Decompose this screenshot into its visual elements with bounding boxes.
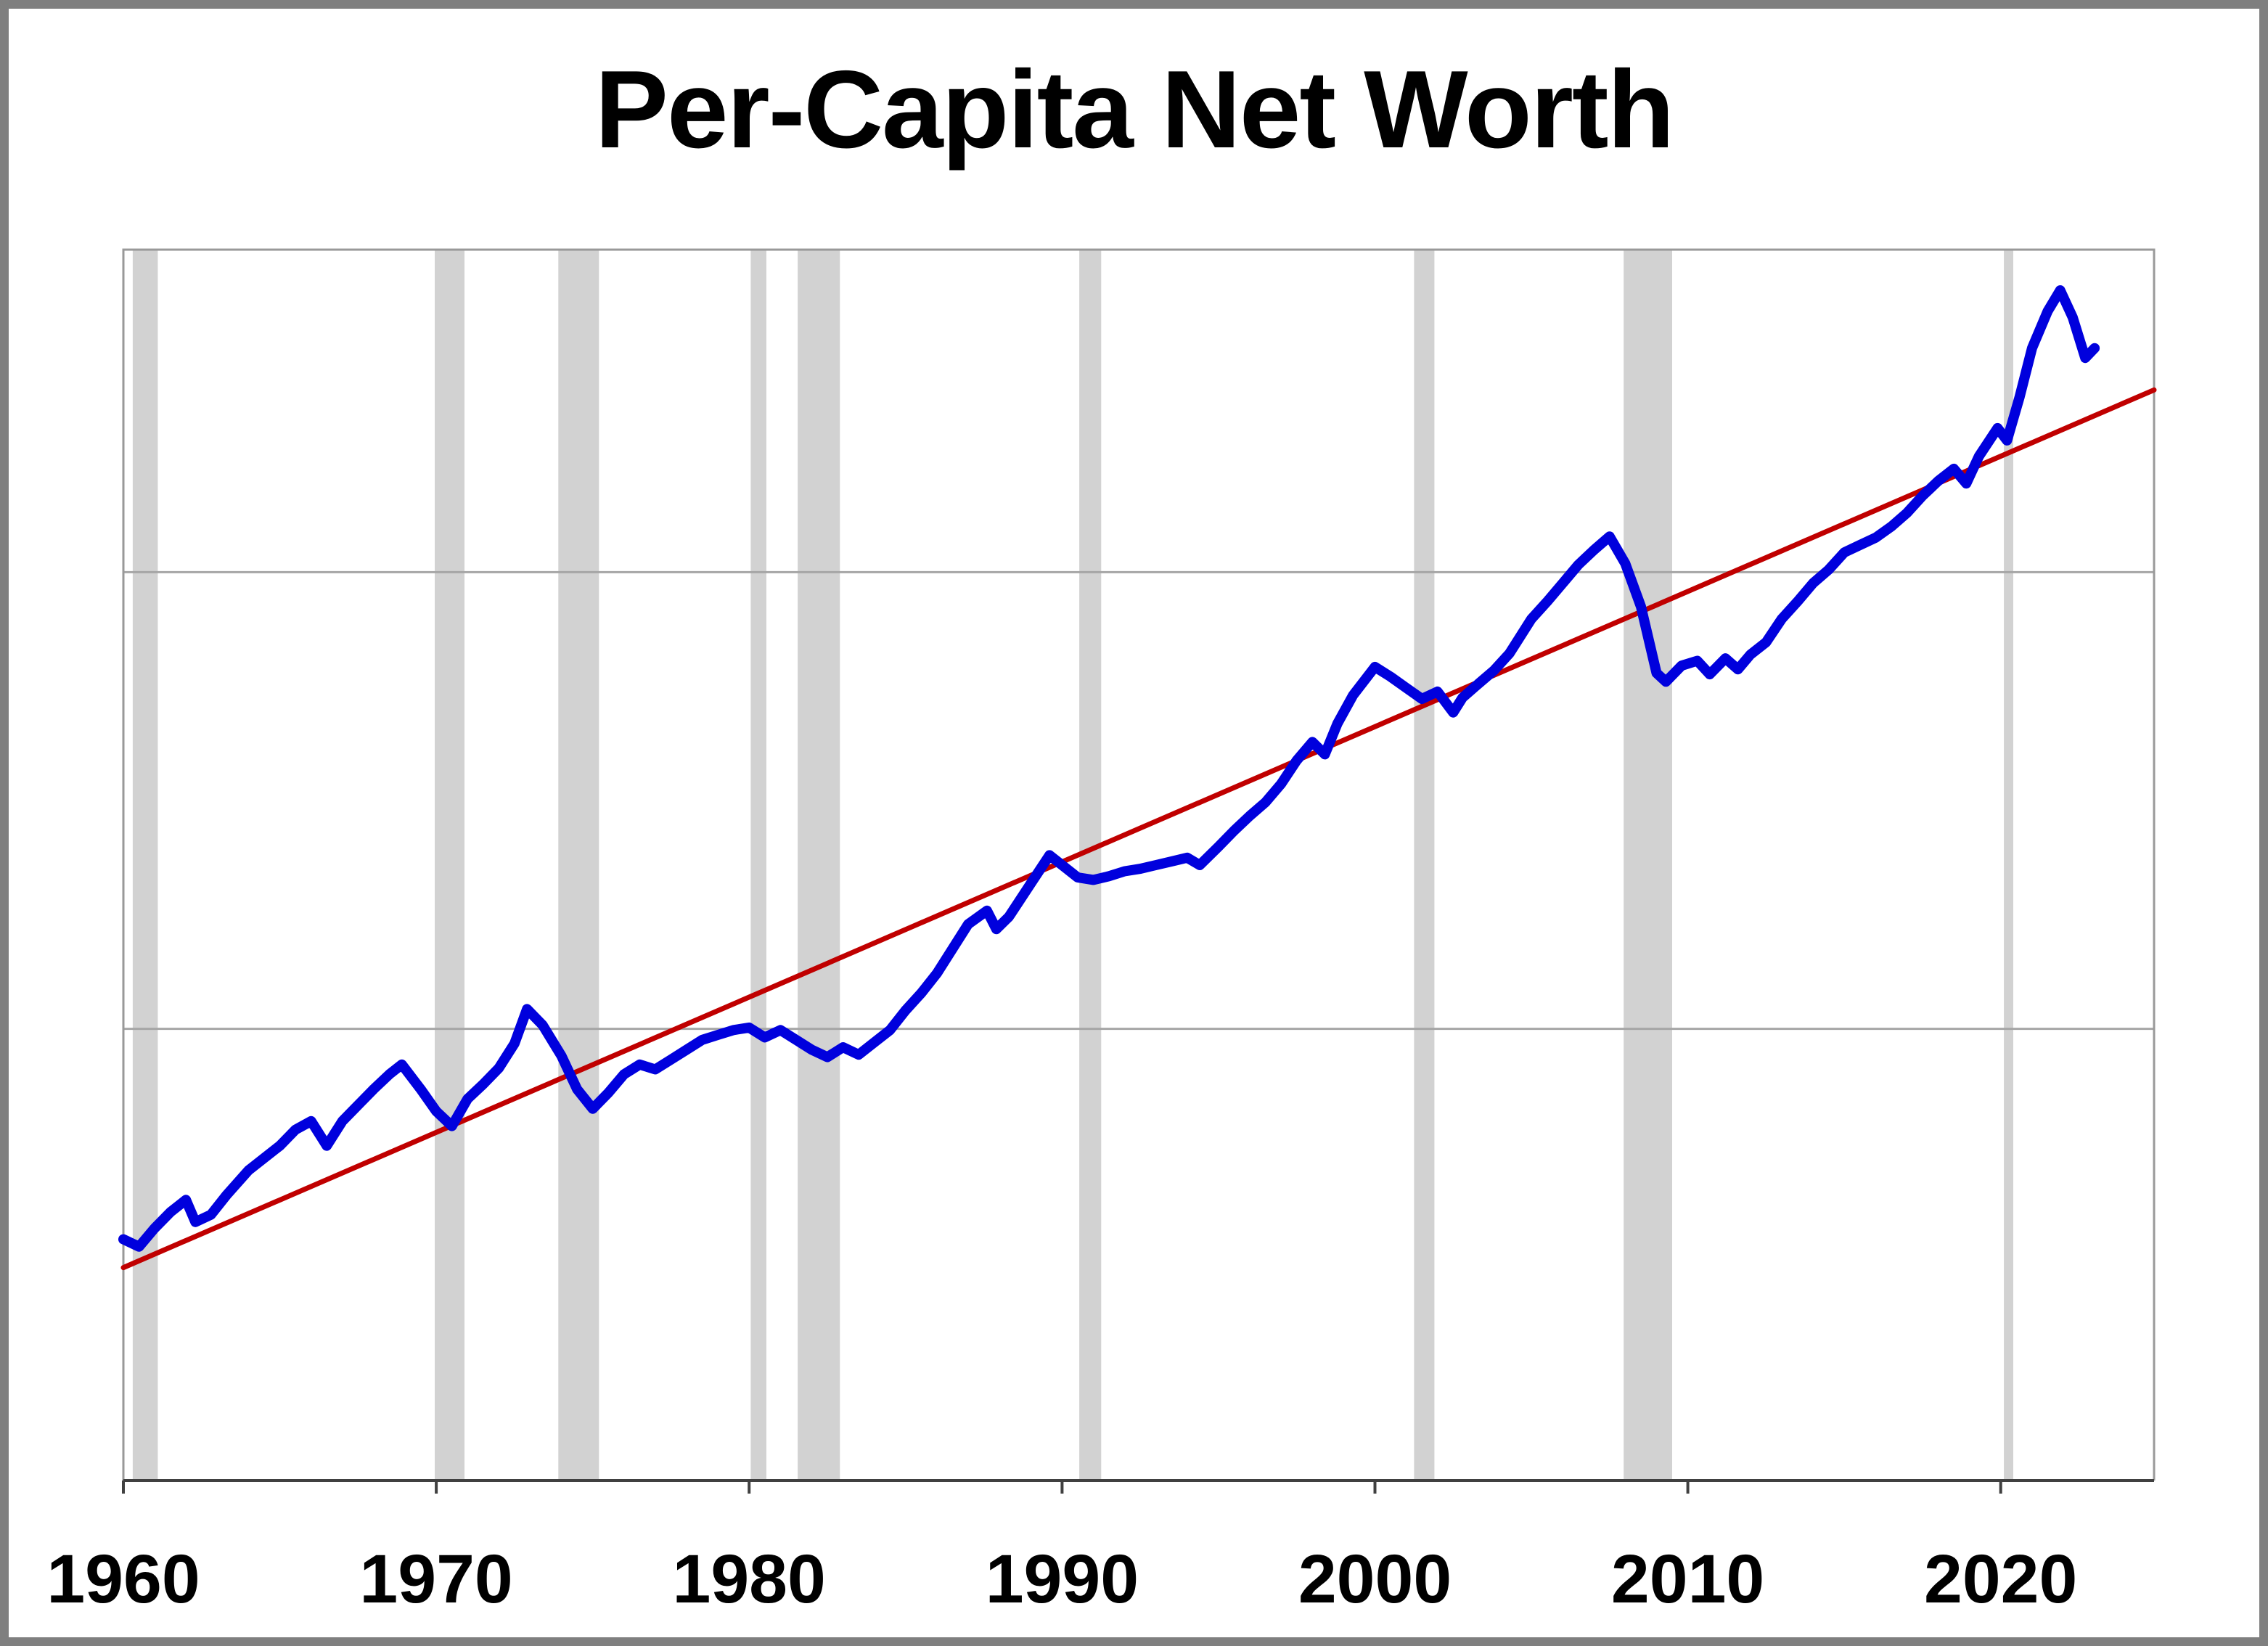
x-tick-label: 2000 — [1298, 1541, 1452, 1618]
recession-band — [132, 250, 158, 1481]
chart-svg: 1960 1970 1980 1990 2000 2010 2020 — [46, 248, 2157, 1618]
recession-band — [558, 250, 599, 1481]
recession-band — [750, 250, 766, 1481]
trend-line — [120, 387, 2157, 1271]
recession-band — [1624, 250, 1672, 1481]
recession-band — [1414, 250, 1435, 1481]
x-tick-label: 1960 — [46, 1541, 200, 1618]
plot-border — [122, 248, 2156, 1481]
x-tick-label: 2020 — [1924, 1541, 2077, 1618]
recession-band — [435, 250, 464, 1481]
x-tick-label: 1970 — [359, 1541, 512, 1618]
chart-title: Per-Capita Net Worth — [594, 48, 1675, 171]
recession-band — [798, 250, 840, 1481]
recession-band — [2004, 250, 2013, 1481]
x-tick-label: 1990 — [986, 1541, 1139, 1618]
x-tick-label: 1980 — [673, 1541, 826, 1618]
recession-band — [1079, 250, 1102, 1481]
x-tick-label: 2010 — [1611, 1541, 1764, 1618]
net-worth-line — [118, 285, 2100, 1252]
